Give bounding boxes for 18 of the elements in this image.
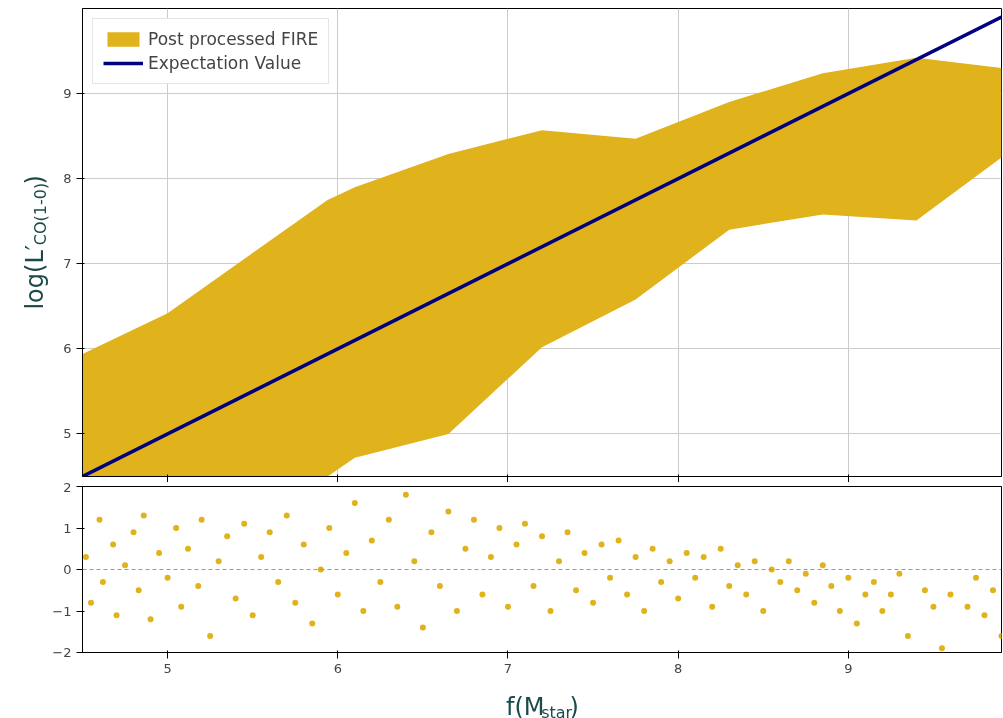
x-tick-label: 6 (333, 660, 342, 676)
y-tick-label: 7 (63, 256, 72, 272)
x-tick-label: 9 (844, 660, 853, 676)
y-tick-label: −2 (52, 645, 72, 660)
y-tick-label: −1 (52, 603, 72, 619)
y-tick-label: 5 (63, 426, 72, 442)
x-tick-label: 5 (163, 660, 172, 676)
y-tick-label: 0 (63, 562, 72, 577)
legend-label: Post processed FIRE (148, 29, 319, 49)
y-axis-title: log(L′CO(1-0)) (20, 175, 50, 310)
y-tick-label: 1 (63, 520, 72, 536)
y-tick-label: 9 (63, 86, 72, 102)
x-tick-label: 7 (503, 660, 513, 676)
y-tick-label: 2 (63, 479, 72, 495)
x-tick-label: 8 (674, 660, 683, 676)
y-tick-label: 6 (63, 341, 72, 357)
y-tick-label: 8 (63, 171, 72, 187)
legend-label: Expectation Value (148, 53, 302, 73)
